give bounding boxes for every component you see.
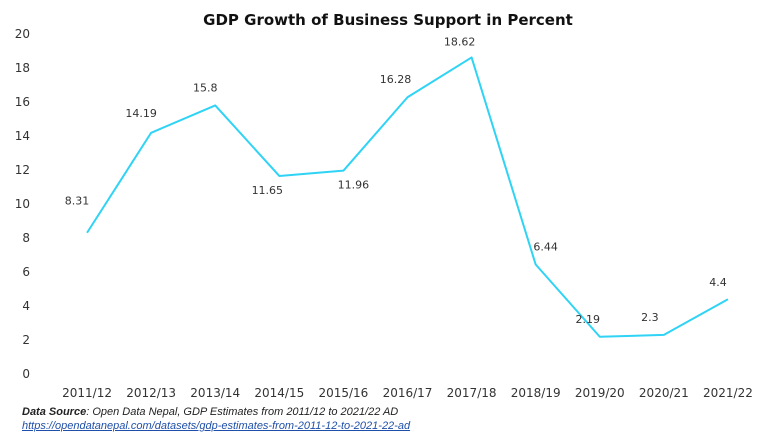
- x-tick-label: 2011/12: [62, 386, 112, 400]
- x-tick-label: 2016/17: [383, 386, 433, 400]
- data-label: 11.65: [252, 184, 284, 197]
- y-tick-label: 12: [15, 163, 30, 177]
- x-axis-ticks: 2011/12 2012/13 2013/14 2014/15 2015/16 2016/…: [62, 386, 753, 400]
- x-tick-label: 2017/18: [447, 386, 497, 400]
- x-tick-label: 2020/21: [639, 386, 689, 400]
- source-text: : Open Data Nepal, GDP Estimates from 20…: [86, 406, 399, 418]
- y-tick-label: 20: [15, 27, 30, 41]
- x-tick-label: 2013/14: [190, 386, 240, 400]
- chart-title: GDP Growth of Business Support in Percen…: [203, 11, 573, 29]
- y-tick-label: 10: [15, 197, 30, 211]
- y-tick-label: 6: [22, 265, 30, 279]
- data-label: 8.31: [65, 195, 90, 208]
- source-link[interactable]: https://opendatanepal.com/datasets/gdp-e…: [22, 420, 411, 432]
- data-source-note: Data Source: Open Data Nepal, GDP Estima…: [22, 405, 410, 433]
- data-label: 14.19: [125, 107, 157, 120]
- data-label: 2.19: [576, 313, 601, 326]
- x-tick-label: 2015/16: [318, 386, 368, 400]
- x-tick-label: 2012/13: [126, 386, 176, 400]
- y-tick-label: 0: [22, 367, 30, 381]
- data-labels: 8.31 14.19 15.8 11.65 11.96 16.28 18.62 6.44 2.1…: [65, 35, 727, 325]
- y-tick-label: 2: [22, 333, 30, 347]
- y-tick-label: 4: [22, 299, 30, 313]
- line-chart: GDP Growth of Business Support in Percen…: [15, 11, 753, 400]
- data-label: 16.28: [380, 73, 412, 86]
- data-label: 15.8: [193, 81, 218, 94]
- source-link-line: https://opendatanepal.com/datasets/gdp-e…: [22, 419, 410, 433]
- x-tick-label: 2021/22: [703, 386, 753, 400]
- x-tick-label: 2014/15: [254, 386, 304, 400]
- y-tick-label: 8: [22, 231, 30, 245]
- x-tick-label: 2018/19: [511, 386, 561, 400]
- source-prefix: Data Source: [22, 406, 87, 418]
- y-tick-label: 16: [15, 95, 30, 109]
- data-label: 4.4: [709, 276, 727, 289]
- series-line: [86, 56, 729, 338]
- data-label: 18.62: [444, 35, 476, 48]
- data-label: 2.3: [641, 311, 659, 324]
- data-label: 6.44: [533, 241, 558, 254]
- x-tick-label: 2019/20: [575, 386, 625, 400]
- y-tick-label: 18: [15, 61, 30, 75]
- source-line: Data Source: Open Data Nepal, GDP Estima…: [22, 405, 410, 419]
- data-label: 11.96: [338, 179, 370, 192]
- y-axis-ticks: 0 2 4 6 8 10 12 14 16 18 20: [15, 27, 30, 381]
- y-tick-label: 14: [15, 129, 30, 143]
